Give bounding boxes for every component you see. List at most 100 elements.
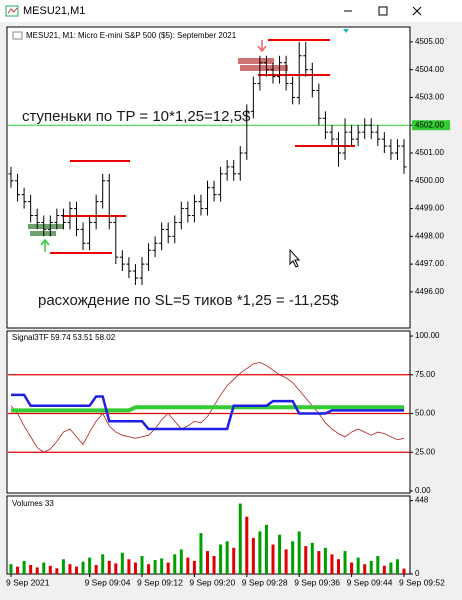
volume-bar (264, 524, 268, 574)
volume-bar (29, 564, 33, 574)
volume-bar (68, 564, 72, 574)
buy-box (28, 224, 64, 229)
volume-bar (363, 564, 367, 574)
volume-bar (258, 531, 262, 574)
maximize-button[interactable] (378, 6, 388, 16)
volume-bar (356, 557, 360, 574)
chart-icon (12, 31, 23, 40)
volume-bar (75, 566, 78, 574)
y-tick-label: 4500.00 (415, 176, 444, 185)
volume-bar (206, 551, 209, 574)
volume-bar (382, 565, 386, 574)
volume-bar (9, 564, 13, 574)
current-price-label: 4502.00 (415, 120, 444, 129)
volume-bar (317, 551, 321, 574)
volume-bar (42, 562, 46, 574)
sell-box (240, 65, 288, 71)
app-icon-line (7, 7, 18, 14)
indicator-title: Signal3TF 59.74 53.51 58.02 (12, 333, 116, 342)
volume-bar (251, 537, 255, 574)
x-tick-label: 9 Sep 09:28 (242, 577, 288, 587)
volume-bar (186, 557, 190, 574)
y-tick-label: 4499.00 (415, 204, 444, 213)
x-tick-label: 9 Sep 09:52 (399, 577, 445, 587)
annotation: расхождение по SL=5 тиков *1,25 = -11,25… (38, 292, 339, 309)
volume-bar (16, 566, 20, 574)
y-tick-label: 4498.00 (415, 231, 444, 240)
volume-bar (133, 562, 137, 574)
volume-bar (350, 562, 354, 574)
volume-bar (291, 541, 295, 574)
buy-arrow (40, 238, 50, 252)
volume-bar (160, 558, 164, 574)
y-tick-label: 4503.00 (415, 93, 444, 102)
indicator-pane (6, 330, 411, 494)
x-tick-label: 9 Sep 2021 (6, 577, 50, 587)
chart-header: MESU21, M1: Micro E-mini S&P 500 ($5): S… (26, 31, 237, 40)
price-pane (6, 26, 411, 329)
window-title: MESU21,M1 (23, 5, 85, 17)
volume-bar (173, 554, 177, 574)
app-icon (5, 5, 19, 17)
volume-bar (88, 557, 92, 574)
volume-bar (369, 560, 373, 574)
y-tick-label: 4505.00 (415, 37, 444, 46)
volume-bar (278, 534, 282, 574)
volume-bar (271, 544, 275, 574)
volume-bar (101, 554, 105, 574)
volume-bar (147, 564, 151, 574)
y-tick-label: 4496.00 (415, 287, 444, 296)
volume-bar (22, 560, 26, 574)
buy-box (30, 231, 56, 236)
volume-bar (48, 565, 52, 574)
volume-bar (245, 516, 249, 574)
volume-bar (284, 549, 288, 574)
y-tick-label: 100.00 (415, 331, 440, 340)
volume-bar (127, 559, 131, 574)
volume-bar (212, 555, 216, 574)
volume-bar (389, 562, 393, 574)
volume-bar (310, 542, 314, 574)
y-tick-label: 4497.00 (415, 259, 444, 268)
y-tick-label: 25.00 (415, 447, 436, 456)
volume-bar (61, 559, 65, 574)
volume-bar (330, 554, 334, 574)
indicator-line (11, 405, 404, 413)
volume-bar (297, 531, 301, 574)
volume-bar (94, 564, 98, 574)
volume-bar (323, 547, 327, 574)
volume-bar (120, 552, 124, 574)
volume-bar (376, 555, 380, 574)
volume-bar (199, 533, 203, 574)
volume-bar (304, 546, 308, 574)
volume-bar (343, 551, 347, 574)
volume-bar (107, 560, 111, 574)
x-tick-label: 9 Sep 09:04 (85, 577, 131, 587)
title-bar (0, 0, 462, 22)
y-tick-label: 448 (415, 496, 429, 505)
volume-bar (219, 544, 223, 574)
y-tick-label: 4501.00 (415, 148, 444, 157)
y-tick-label: 0 (415, 569, 420, 578)
sell-box (238, 58, 274, 64)
volume-bar (232, 547, 236, 574)
volume-bar (179, 549, 183, 574)
y-tick-label: 0.00 (415, 486, 431, 495)
y-tick-label: 75.00 (415, 370, 436, 379)
x-tick-label: 9 Sep 09:36 (294, 577, 340, 587)
x-tick-label: 9 Sep 09:20 (189, 577, 235, 587)
volume-bar (337, 559, 340, 574)
volume-bar (140, 555, 144, 574)
indicator-line (10, 361, 405, 453)
indicator-line (11, 393, 404, 431)
volume-bar (225, 541, 229, 574)
volume-bar (153, 560, 157, 574)
volume-bar (192, 560, 196, 574)
volume-bar (402, 568, 406, 574)
close-button[interactable] (412, 6, 422, 16)
volume-bar (35, 567, 39, 574)
volume-bar (395, 559, 399, 574)
volume-bar (114, 563, 118, 574)
